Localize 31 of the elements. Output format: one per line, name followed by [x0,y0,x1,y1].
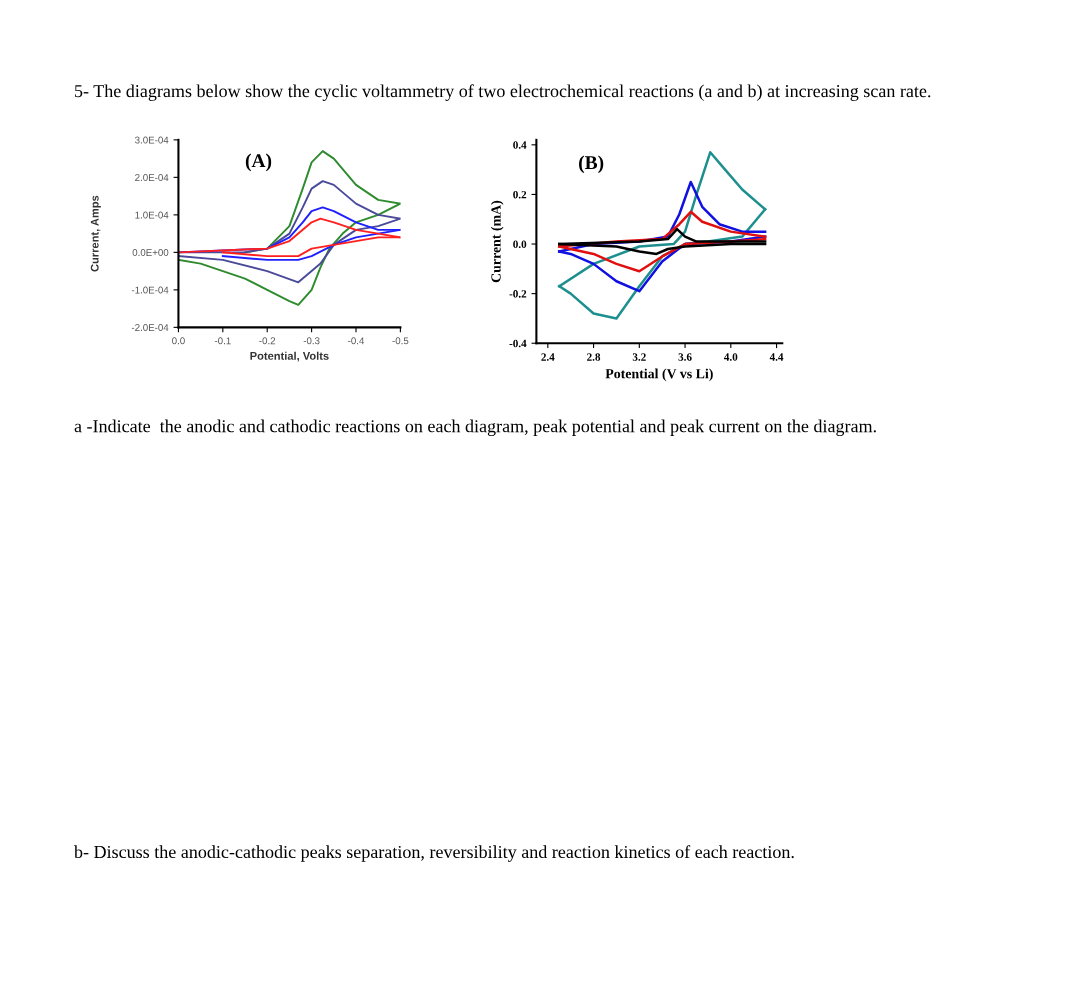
text: b- Discuss the anodic-cathodic peaks separation, reversibility and reaction kinetics of each reaction. [73,845,794,862]
y-tick-label: -2.0E-04 [131,324,169,331]
annotation: (A) [245,153,272,172]
x-tick-label: 2.4 [541,353,555,361]
y-tick-label: 0.2 [513,190,527,199]
x-axis-title: Potential (V vs Li) [605,368,713,382]
y-axis-title: Current, Amps [90,195,101,272]
text: 5- The diagrams below show the cyclic voltammetry of two electrochemical reactions (a and b) at increasing scan rate. [75,84,931,101]
y-tick-label: 0.0E+00 [132,249,169,256]
y-axis-title: Current (mA) [490,200,504,283]
x-tick-label: -0.1 [214,337,231,345]
y-tick-label: 3.0E-04 [135,136,169,144]
y-tick-label: 0.4 [513,141,527,149]
y-tick-label: -1.0E-04 [131,286,169,294]
text: a -Indicate the anodic and cathodic reactions on each diagram, peak potential and peak current on the diagram. [74,419,876,437]
x-tick-label: -0.5 [392,337,409,345]
x-tick-label: -0.4 [348,337,365,345]
x-tick-label: 2.8 [587,353,601,361]
y-tick-label: 0.0 [513,240,527,249]
x-axis-title: Potential, Volts [250,351,329,362]
x-tick-label: -0.3 [303,337,320,345]
x-tick-label: 3.2 [632,353,646,361]
x-tick-label: 3.6 [678,353,692,361]
y-tick-label: 1.0E-04 [135,211,169,219]
y-tick-label: -0.2 [509,290,527,298]
x-tick-label: 4.4 [769,353,784,361]
x-tick-label: 4.0 [724,353,738,361]
x-tick-label: 0.0 [172,337,185,345]
x-tick-label: -0.2 [259,337,276,345]
y-tick-label: 2.0E-04 [135,174,169,181]
annotation: (B) [579,155,604,174]
